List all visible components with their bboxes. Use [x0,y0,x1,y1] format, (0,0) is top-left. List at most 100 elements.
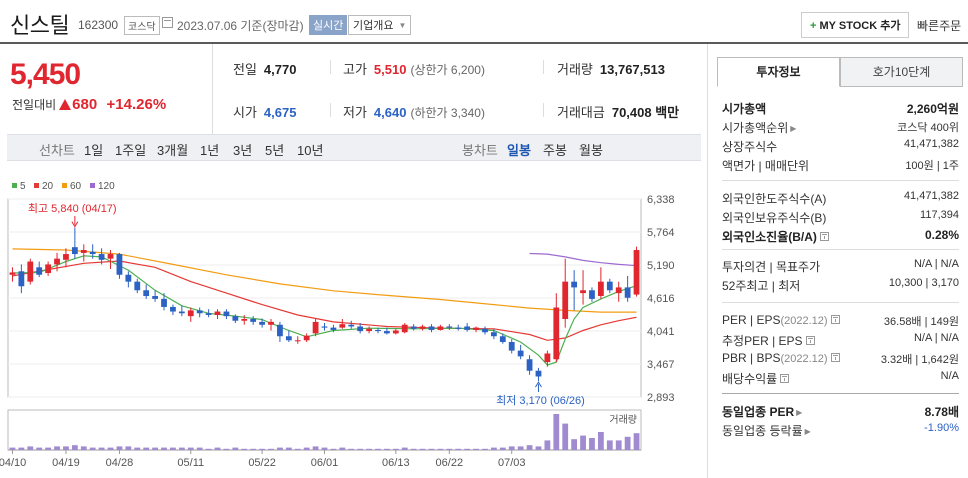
volume-bar [36,447,43,450]
arrow-down-icon [71,221,79,228]
candle-body [366,328,372,332]
candle-body [63,254,69,260]
candle-weekly[interactable]: 주봉 [543,143,567,158]
volume-bar [71,445,78,450]
candle-body [18,271,25,287]
info-key-text: 외국인소진율(B/A) [722,230,817,244]
tab-investment-info[interactable]: 투자정보 [717,57,840,87]
candle-body [116,254,123,275]
x-tick-label: 06/13 [382,457,410,469]
info-icon[interactable] [780,374,790,383]
volume-bar [473,448,479,450]
info-row: 액면가 | 매매단위 100원 | 1주 [722,156,959,174]
x-tick-label: 04/10 [0,457,26,469]
candle-body [437,326,444,330]
info-icon[interactable] [830,315,840,324]
volume-bar [18,447,25,450]
period-5y[interactable]: 5년 [265,143,285,158]
candle-body [526,359,533,371]
volume-bar [464,448,471,450]
arrow-up-icon [535,381,542,388]
candle-body [455,327,462,329]
change-amount: 680 [72,96,98,113]
change-percent: +14.26% [106,96,167,113]
info-value: N/A [940,370,959,382]
chevron-right-icon[interactable]: ▶ [790,124,797,133]
info-value: N/A | N/A [913,332,959,344]
volume-bar [490,447,497,450]
low-annotation: 최저 3,170 (06/26) [496,394,585,407]
info-icon[interactable] [819,232,829,241]
info-value: 3.32배 | 1,642원 [880,354,959,366]
volume-bar [63,446,69,450]
volume-bar [375,448,381,450]
legend-swatch [34,183,39,188]
volume-bar [606,440,613,450]
x-tick-label: 04/28 [106,457,134,469]
price-chart[interactable]: 5 20 60 120 6,338 5,764 5,190 4,616 4,041 3,467 2,… [0,170,705,478]
info-key: 추정PER | EPS [722,332,815,349]
candle-body [589,290,595,299]
company-overview-label: 기업개요 [353,20,394,32]
info-icon[interactable] [805,336,815,345]
period-3m[interactable]: 3개월 [157,143,189,158]
tab-orderbook[interactable]: 호가10단계 [840,57,963,87]
period-10y[interactable]: 10년 [297,143,324,158]
period-1y[interactable]: 1년 [200,143,220,158]
my-stock-add-button[interactable]: + MY STOCK 추가 [801,12,910,38]
candle-body [71,247,78,255]
candle-body [410,326,417,329]
info-key: 시가총액순위 ▶ [722,119,796,136]
info-row: 동일업종 PER ▶ 8.78배 [722,402,959,420]
candle-body [508,341,515,351]
info-icon[interactable] [830,353,840,362]
realtime-button[interactable]: 실시간 [309,15,348,35]
volume-bar [285,447,292,450]
volume-bar [277,447,283,450]
company-overview-dropdown[interactable]: 기업개요 ▼ [348,15,412,35]
volume-bar [312,446,319,450]
info-key-text: 시가총액 [722,102,767,116]
info-key-text: 배당수익률 [722,372,778,386]
volume-bar [410,448,417,450]
info-value: 10,300 | 3,170 [888,277,959,289]
info-key: 동일업종 등락률 ▶ [722,422,811,439]
candle-body [330,327,337,330]
info-key: PER | EPS(2022.12) [722,313,840,327]
period-3y[interactable]: 3년 [233,143,253,158]
candle-body [384,331,390,334]
candle-body [348,324,355,327]
info-key-text: 투자의견 | 목표주가 [722,260,821,274]
volume-bar [303,447,310,450]
candle-body [419,326,426,329]
candle-body [580,290,586,294]
chevron-right-icon[interactable]: ▶ [796,408,803,417]
period-1d[interactable]: 1일 [84,143,104,158]
legend-swatch [12,183,17,188]
candle-body [339,324,346,328]
stock-header: 신스틸 162300 코스닥 2023.07.06 기준(장마감) 실시간 기업… [0,0,968,44]
volume-bar [205,448,212,450]
quick-order-link[interactable]: 빠른주문 [917,19,962,33]
candle-body [615,287,622,294]
volume-label: 거래량 [557,62,593,77]
candle-monthly[interactable]: 월봉 [579,143,603,158]
info-key-text: 동일업종 등락률 [722,424,803,438]
info-key-text: PER | EPS [722,313,781,327]
candle-body [321,326,328,328]
volume-label: 거래량 [609,414,637,426]
low-label: 저가 [343,105,367,120]
volume-bar [250,448,257,450]
candle-daily[interactable]: 일봉 [507,143,531,158]
volume-bar [259,448,265,450]
candle-body [54,258,60,265]
high-value: 5,510 [373,62,407,77]
info-row: 추정PER | EPS N/A | N/A [722,331,959,349]
candle-body [259,321,265,325]
period-1w[interactable]: 1주일 [115,143,147,158]
info-row: 상장주식수 41,471,382 [722,137,959,155]
info-value: 41,471,382 [903,138,959,150]
candle-body [428,326,435,330]
chevron-right-icon[interactable]: ▶ [804,427,811,436]
info-key-text: 액면가 | 매매단위 [722,159,810,173]
